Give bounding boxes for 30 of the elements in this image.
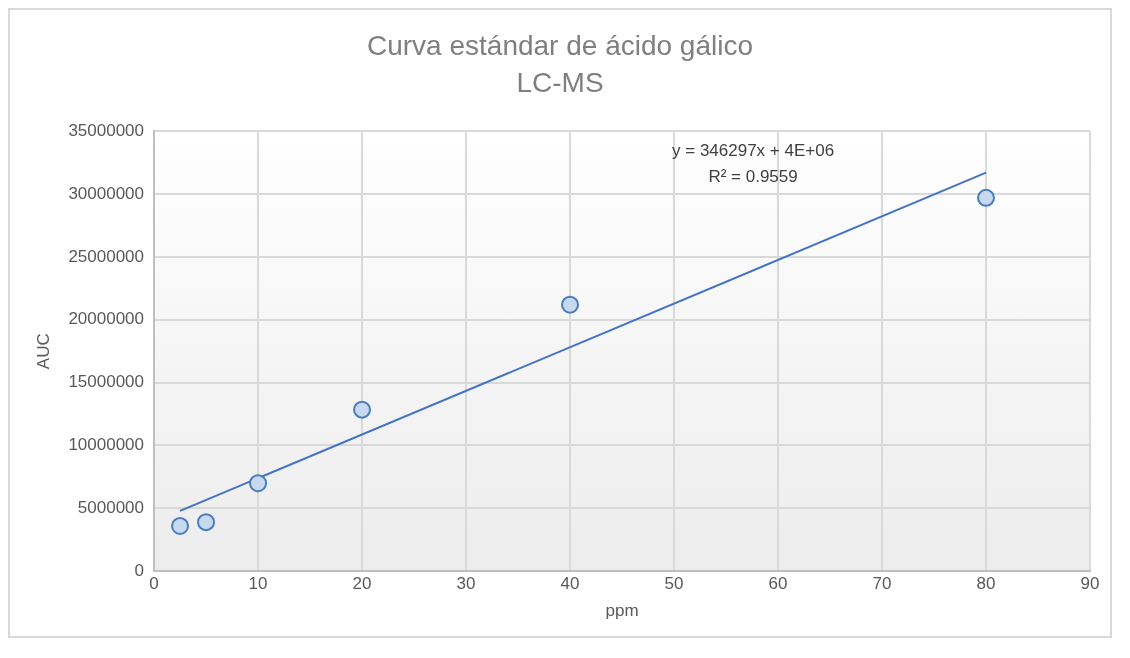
x-tick-label: 0 <box>149 574 159 594</box>
x-tick-label: 20 <box>352 574 372 594</box>
x-tick-label: 70 <box>872 574 892 594</box>
x-tick-label: 30 <box>456 574 476 594</box>
x-tick-label: 90 <box>1080 574 1100 594</box>
point <box>249 474 268 493</box>
x-tick-label: 40 <box>560 574 580 594</box>
point <box>561 295 580 314</box>
y-tick-label: 25000000 <box>68 246 145 266</box>
y-axis-title: AUC <box>33 333 53 370</box>
x-tick-label: 10 <box>248 574 268 594</box>
x-tick-label: 50 <box>664 574 684 594</box>
point <box>171 516 190 535</box>
x-axis-title: ppm <box>605 601 639 621</box>
point <box>977 188 995 207</box>
y-tick-label: 20000000 <box>68 309 145 329</box>
point <box>353 400 372 419</box>
annotation: R² = 0.9559 <box>708 167 798 187</box>
y-tick-label: 30000000 <box>68 183 145 203</box>
point <box>197 513 216 532</box>
x-tick-label: 60 <box>768 574 788 594</box>
y-tick-label: 0 <box>134 560 145 580</box>
y-tick-label: 35000000 <box>68 120 145 140</box>
chart-title: Curva estándar de ácido gálico <box>366 29 754 61</box>
y-tick-label: 5000000 <box>77 498 145 518</box>
annotation: y = 346297x + 4E+06 <box>672 141 835 161</box>
y-tick-label: 15000000 <box>68 372 145 392</box>
x-tick-label: 80 <box>976 574 996 594</box>
y-tick-label: 10000000 <box>68 435 145 455</box>
chart-subtitle: LC-MS <box>516 67 604 99</box>
